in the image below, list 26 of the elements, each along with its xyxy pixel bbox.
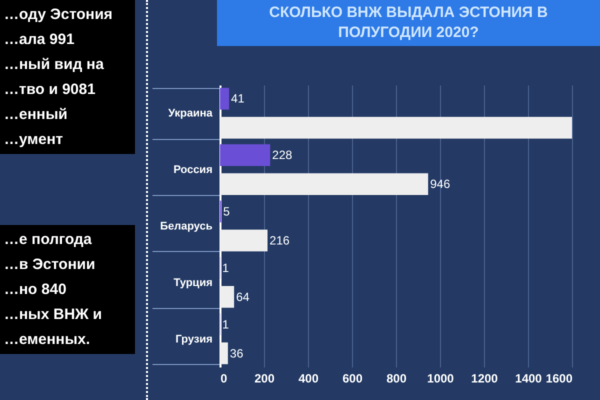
text: …е полгода …в Эстонии …но 840 …ных ВНЖ и …еменных. [0, 225, 135, 354]
data-label: 41 [231, 92, 245, 106]
x-tick-label: 1200 [471, 372, 498, 386]
data-label: 946 [430, 177, 450, 192]
x-tick-label: 1600 [546, 372, 573, 386]
data-label: 36 [230, 346, 244, 360]
data-label: 1 [222, 260, 230, 275]
data-label: 1 [222, 317, 230, 332]
x-tick-label: 0 [220, 372, 228, 386]
y-tick-label: Турция [174, 276, 212, 289]
data-label: 5 [223, 204, 230, 218]
x-tick-label: 1000 [427, 372, 454, 386]
text: …оду Эстония …ала 991 …ный вид на …тво и 9081 …енный …умент [0, 0, 135, 154]
x-tick-label: 800 [386, 372, 407, 386]
data-label: 64 [236, 290, 250, 304]
x-tick-label: 600 [342, 372, 363, 386]
data-label: 228 [272, 148, 293, 162]
x-tick-label: 1400 [515, 372, 542, 386]
chart-title: СКОЛЬКО ВНЖ ВЫДАЛА ЭСТОНИЯ В ПОЛУГОДИИ 2020? [217, 0, 600, 46]
y-tick-label: Украина [168, 108, 214, 120]
y-tick-label: Россия [173, 164, 212, 176]
data-label: 216 [270, 234, 290, 248]
y-tick-label: Грузия [175, 333, 212, 346]
x-tick-label: 200 [254, 372, 275, 386]
y-tick-label: Беларусь [160, 220, 213, 232]
x-tick-label: 400 [298, 372, 319, 386]
